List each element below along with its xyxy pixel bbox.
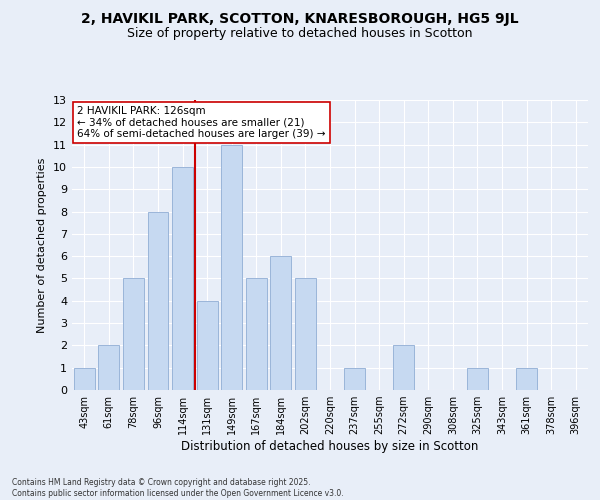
Bar bbox=[172, 167, 193, 390]
Y-axis label: Number of detached properties: Number of detached properties bbox=[37, 158, 47, 332]
Bar bbox=[516, 368, 537, 390]
Bar bbox=[123, 278, 144, 390]
Bar bbox=[271, 256, 292, 390]
Bar bbox=[221, 144, 242, 390]
Text: Contains HM Land Registry data © Crown copyright and database right 2025.
Contai: Contains HM Land Registry data © Crown c… bbox=[12, 478, 344, 498]
Bar bbox=[98, 346, 119, 390]
Bar bbox=[295, 278, 316, 390]
Bar bbox=[467, 368, 488, 390]
Bar bbox=[246, 278, 267, 390]
Bar bbox=[148, 212, 169, 390]
Text: 2, HAVIKIL PARK, SCOTTON, KNARESBOROUGH, HG5 9JL: 2, HAVIKIL PARK, SCOTTON, KNARESBOROUGH,… bbox=[81, 12, 519, 26]
Bar bbox=[393, 346, 414, 390]
Bar bbox=[344, 368, 365, 390]
Bar bbox=[74, 368, 95, 390]
X-axis label: Distribution of detached houses by size in Scotton: Distribution of detached houses by size … bbox=[181, 440, 479, 453]
Text: Size of property relative to detached houses in Scotton: Size of property relative to detached ho… bbox=[127, 28, 473, 40]
Bar bbox=[197, 301, 218, 390]
Text: 2 HAVIKIL PARK: 126sqm
← 34% of detached houses are smaller (21)
64% of semi-det: 2 HAVIKIL PARK: 126sqm ← 34% of detached… bbox=[77, 106, 326, 139]
